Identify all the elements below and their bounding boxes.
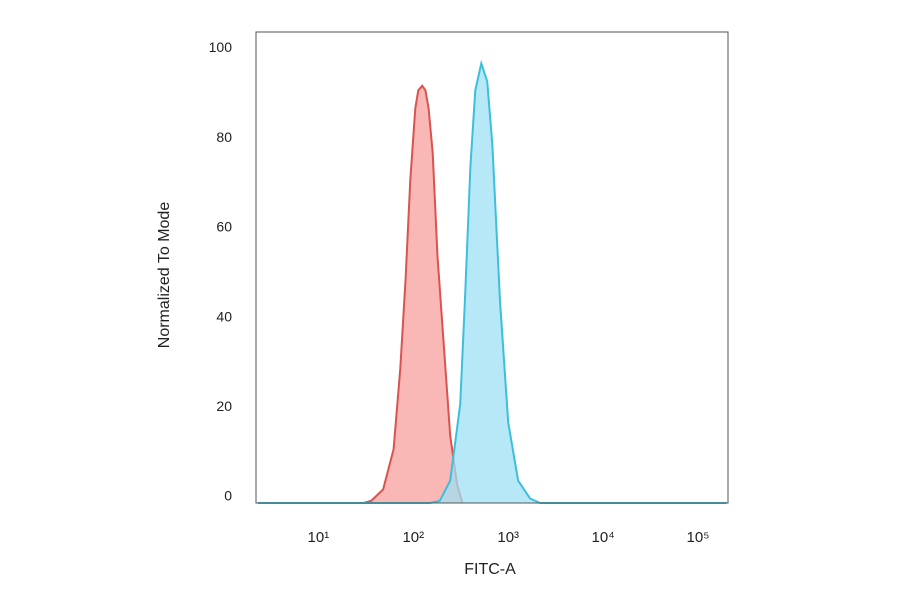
histogram-area	[257, 63, 727, 504]
y-tick-label: 20	[216, 398, 232, 414]
x-tick-label: 10³	[497, 529, 519, 546]
histogram-line	[363, 84, 464, 504]
x-tick-label: 10⁵	[687, 529, 710, 546]
histogram-area	[363, 85, 463, 504]
y-tick-label: 100	[209, 39, 233, 55]
histogram-line	[257, 59, 727, 504]
y-tick-label: 0	[224, 488, 232, 504]
y-tick-label: 60	[216, 219, 232, 235]
x-axis-label: FITC-A	[464, 561, 516, 578]
x-tick-label: 10²	[402, 529, 424, 546]
y-tick-label: 80	[216, 129, 232, 145]
y-tick-label: 40	[216, 308, 232, 324]
x-tick-label: 10¹	[308, 529, 330, 546]
x-tick-label: 10⁴	[592, 529, 615, 546]
y-axis-label: Normalized To Mode	[156, 202, 173, 349]
plot-frame	[255, 31, 729, 504]
